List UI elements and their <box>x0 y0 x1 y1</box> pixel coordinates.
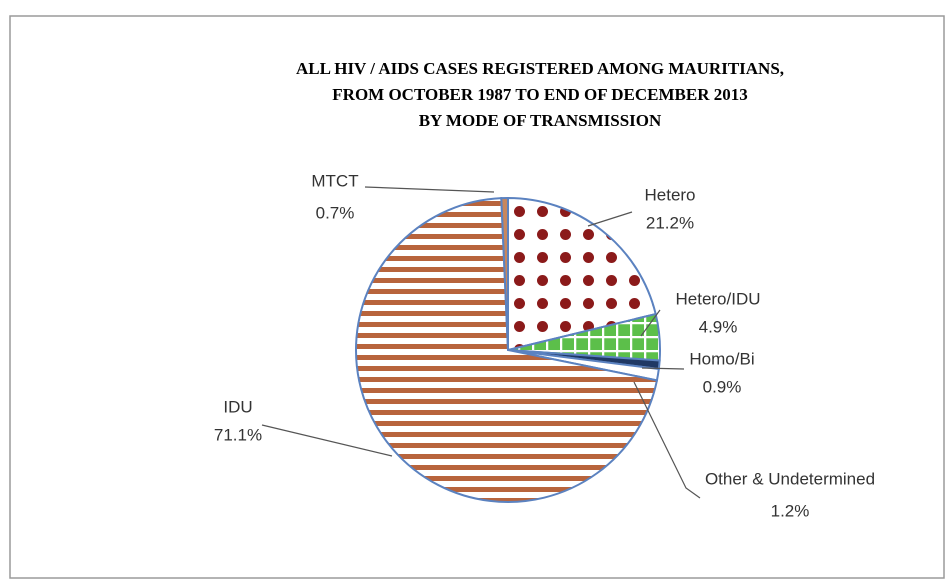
slice-value-label: 0.7% <box>316 203 355 222</box>
slice-label: Hetero <box>644 185 695 204</box>
slice-label: Other & Undetermined <box>705 469 875 488</box>
leader-line <box>587 211 633 227</box>
pie-slice <box>507 196 657 352</box>
leader-line <box>633 381 701 499</box>
leader-line <box>640 309 661 337</box>
slice-label: MTCT <box>311 171 358 190</box>
slice-value-label: 21.2% <box>646 213 694 232</box>
chart-title: FROM OCTOBER 1987 TO END OF DECEMBER 201… <box>332 85 747 104</box>
slice-value-label: 71.1% <box>214 425 262 444</box>
slice-value-label: 4.9% <box>699 317 738 336</box>
slice-label: IDU <box>223 397 252 416</box>
leader-line <box>261 424 393 457</box>
chart-title: ALL HIV / AIDS CASES REGISTERED AMONG MA… <box>296 59 784 78</box>
leader-line <box>641 367 685 370</box>
chart-title: BY MODE OF TRANSMISSION <box>419 111 662 130</box>
leader-line <box>364 186 495 193</box>
slice-label: Homo/Bi <box>689 349 754 368</box>
pie-slice <box>355 197 659 503</box>
slice-value-label: 0.9% <box>703 377 742 396</box>
slice-value-label: 1.2% <box>771 501 810 520</box>
slice-label: Hetero/IDU <box>675 289 760 308</box>
pie-slice <box>500 196 509 351</box>
